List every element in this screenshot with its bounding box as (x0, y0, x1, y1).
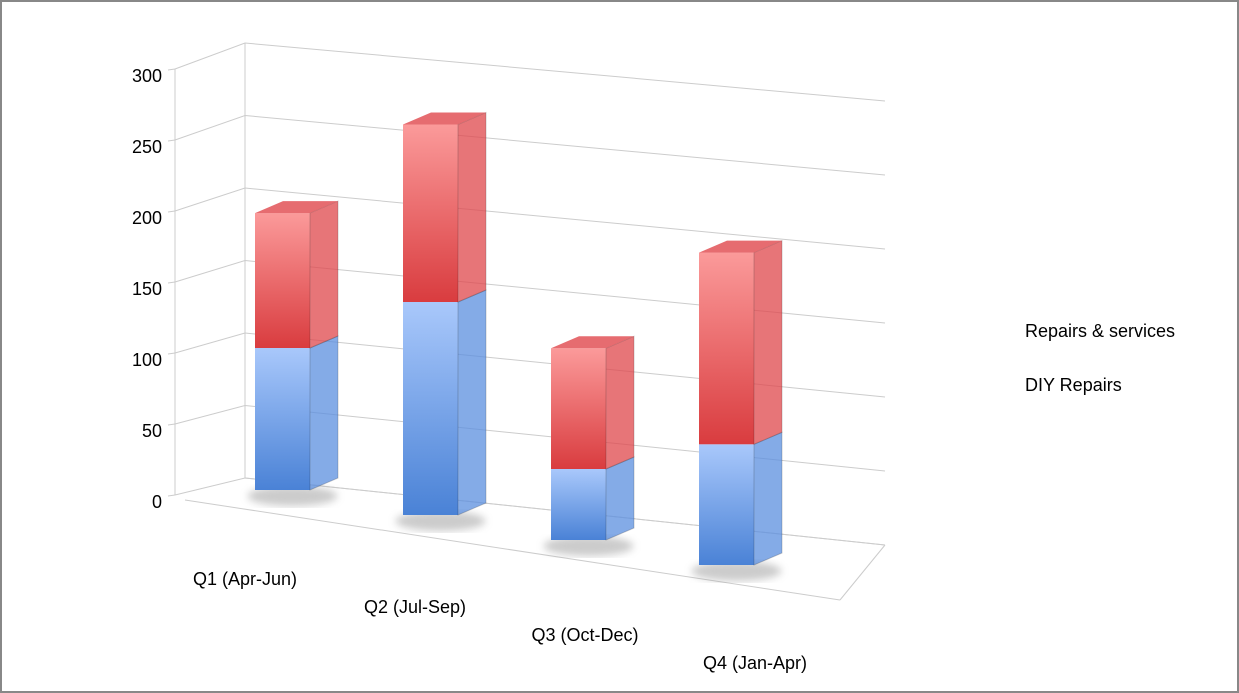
x-tick-label: Q1 (Apr-Jun) (193, 569, 297, 589)
bar-top (699, 240, 782, 253)
bar-front (255, 348, 310, 490)
bar-front (551, 348, 606, 469)
bar-side (309, 335, 339, 491)
bar-side (457, 111, 487, 303)
grid-line (174, 332, 886, 398)
bar-shadow (395, 511, 486, 531)
y-tick-label: 50 (142, 421, 162, 441)
grid-line (174, 187, 886, 250)
bar-shadow (543, 536, 634, 556)
x-tick-label: Q2 (Jul-Sep) (364, 597, 466, 617)
bar-side (753, 431, 783, 566)
tick-mark (167, 68, 176, 71)
bar-top (551, 336, 634, 349)
grid-line (174, 404, 886, 472)
bar-front (255, 213, 310, 348)
y-tick-label: 0 (152, 492, 162, 512)
bar-side (457, 289, 487, 516)
y-tick-label: 200 (132, 208, 162, 228)
bar-front (403, 302, 458, 515)
legend-label: DIY Repairs (1025, 375, 1122, 395)
bar-front (551, 469, 606, 540)
legend-label: Repairs & services (1025, 321, 1175, 341)
y-tick-label: 100 (132, 350, 162, 370)
bar-side (605, 456, 635, 541)
bar-side (753, 239, 783, 446)
y-tick-label: 250 (132, 137, 162, 157)
y-tick-label: 300 (132, 66, 162, 86)
grid-line (174, 114, 886, 176)
x-tick-label: Q4 (Jan-Apr) (703, 653, 807, 673)
bar-side (605, 335, 635, 470)
tick-mark (167, 281, 176, 284)
tick-mark (167, 139, 176, 142)
bar-shadow (247, 486, 338, 506)
grid-line (174, 477, 886, 546)
x-tick-label: Q3 (Oct-Dec) (531, 625, 638, 645)
bar-front (699, 444, 754, 565)
bar-shadow (691, 561, 782, 581)
tick-mark (167, 494, 176, 497)
bar-front (699, 252, 754, 445)
floor-edge (839, 544, 886, 601)
y-tick-label: 150 (132, 279, 162, 299)
grid-line (174, 259, 886, 324)
bar-side (309, 200, 339, 349)
floor-edge (184, 499, 841, 601)
bar-front (403, 124, 458, 302)
bar-top (255, 201, 338, 214)
bar-top (403, 112, 486, 125)
tick-mark (167, 423, 176, 426)
tick-mark (167, 210, 176, 213)
grid-line (174, 42, 886, 102)
tick-mark (167, 352, 176, 355)
